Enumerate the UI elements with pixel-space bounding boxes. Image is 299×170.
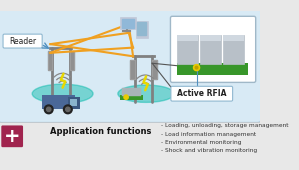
Text: - Shock and vibration monitoring: - Shock and vibration monitoring <box>161 148 257 153</box>
Bar <box>122 19 134 28</box>
Bar <box>176 63 248 75</box>
Bar <box>70 51 74 70</box>
Text: Application functions: Application functions <box>50 127 152 136</box>
Text: Reader: Reader <box>9 37 36 46</box>
Bar <box>200 35 221 41</box>
Circle shape <box>47 107 51 112</box>
FancyBboxPatch shape <box>171 86 233 101</box>
Circle shape <box>124 95 128 99</box>
Text: Active RFIA: Active RFIA <box>177 89 227 98</box>
Bar <box>48 51 52 70</box>
Bar <box>42 95 75 109</box>
Bar <box>177 35 198 64</box>
Bar <box>177 35 198 41</box>
Bar <box>130 60 135 79</box>
Text: - Loading, unloading, storage management: - Loading, unloading, storage management <box>161 123 289 128</box>
Bar <box>200 35 221 64</box>
Circle shape <box>195 66 198 69</box>
Bar <box>120 95 143 100</box>
Bar <box>223 35 243 41</box>
Ellipse shape <box>118 85 174 102</box>
Bar <box>138 22 146 35</box>
Bar <box>136 21 148 38</box>
Bar <box>152 60 157 79</box>
Circle shape <box>66 107 70 112</box>
Text: - Environmental monitoring: - Environmental monitoring <box>161 140 241 145</box>
Ellipse shape <box>32 84 93 103</box>
Text: - Load information management: - Load information management <box>161 132 256 137</box>
Circle shape <box>193 65 200 71</box>
Bar <box>122 88 141 96</box>
Bar <box>223 35 243 64</box>
FancyBboxPatch shape <box>170 16 256 82</box>
Circle shape <box>63 105 72 114</box>
Text: +: + <box>4 127 20 146</box>
Bar <box>120 17 136 29</box>
Bar <box>130 60 135 79</box>
FancyBboxPatch shape <box>0 9 261 122</box>
Circle shape <box>44 105 53 114</box>
FancyBboxPatch shape <box>1 125 23 147</box>
FancyBboxPatch shape <box>3 34 42 48</box>
Bar <box>68 97 80 109</box>
Bar <box>70 51 74 70</box>
Bar <box>152 60 157 79</box>
Bar <box>70 99 77 106</box>
Bar <box>48 51 52 70</box>
